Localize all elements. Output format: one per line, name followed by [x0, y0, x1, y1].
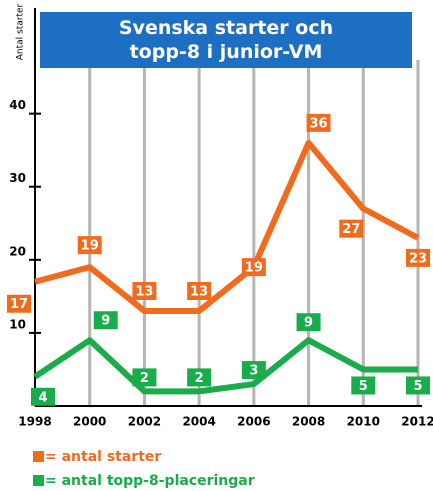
- legend-swatch: [33, 475, 44, 486]
- y-tick-label: 40: [9, 98, 26, 112]
- y-tick-label: 30: [9, 171, 26, 185]
- data-label-box: [406, 248, 430, 267]
- data-label-box: [351, 376, 376, 395]
- data-label-box: [306, 113, 331, 132]
- data-label-box: [241, 361, 266, 380]
- legend-label: = antal starter: [45, 449, 161, 465]
- data-label: 27: [342, 222, 360, 237]
- data-label-box: [296, 313, 321, 332]
- data-label-box: [339, 219, 364, 238]
- data-label-box: [406, 376, 430, 395]
- data-label-box: [7, 294, 31, 313]
- chart-title: Svenska starter och topp-8 i junior-VM: [40, 12, 412, 68]
- data-label: 4: [38, 390, 47, 405]
- y-tick-label: 20: [9, 244, 26, 258]
- data-label: 5: [359, 379, 368, 394]
- line-series: [33, 337, 418, 395]
- data-label-box: [77, 236, 102, 255]
- legend-label: = antal topp-8-placeringar: [45, 473, 255, 489]
- data-label: 2: [195, 371, 204, 386]
- x-tick-label: 2002: [128, 415, 161, 429]
- x-tick-label: 2004: [182, 415, 215, 429]
- data-label: 9: [101, 314, 110, 329]
- data-label: 5: [413, 379, 422, 394]
- data-label: 9: [304, 316, 313, 331]
- data-label-box: [93, 311, 118, 330]
- line-series: [34, 139, 420, 314]
- data-label: 13: [135, 284, 153, 299]
- data-label: 23: [409, 251, 427, 266]
- y-axis-label: Antal starter: [16, 3, 26, 60]
- data-label-box: [241, 258, 266, 277]
- data-label: 36: [310, 116, 328, 131]
- data-label: 13: [190, 284, 208, 299]
- x-tick-label: 2000: [73, 415, 106, 429]
- data-label-box: [187, 368, 212, 387]
- x-tick-label: 2008: [292, 415, 325, 429]
- y-tick-label: 10: [9, 317, 26, 331]
- x-tick-label: 2012: [401, 415, 433, 429]
- data-label: 3: [249, 364, 258, 379]
- data-label-box: [187, 281, 212, 300]
- data-label-box: [132, 368, 157, 387]
- x-tick-label: 2006: [237, 415, 270, 429]
- data-label-box: [31, 387, 55, 406]
- x-tick-label: 2010: [347, 415, 380, 429]
- data-label: 17: [10, 297, 28, 312]
- x-tick-label: 1998: [18, 415, 51, 429]
- data-label: 19: [245, 261, 263, 276]
- legend-swatch: [33, 451, 44, 462]
- data-label-box: [132, 281, 157, 300]
- data-label: 19: [81, 239, 99, 254]
- data-label: 2: [140, 371, 149, 386]
